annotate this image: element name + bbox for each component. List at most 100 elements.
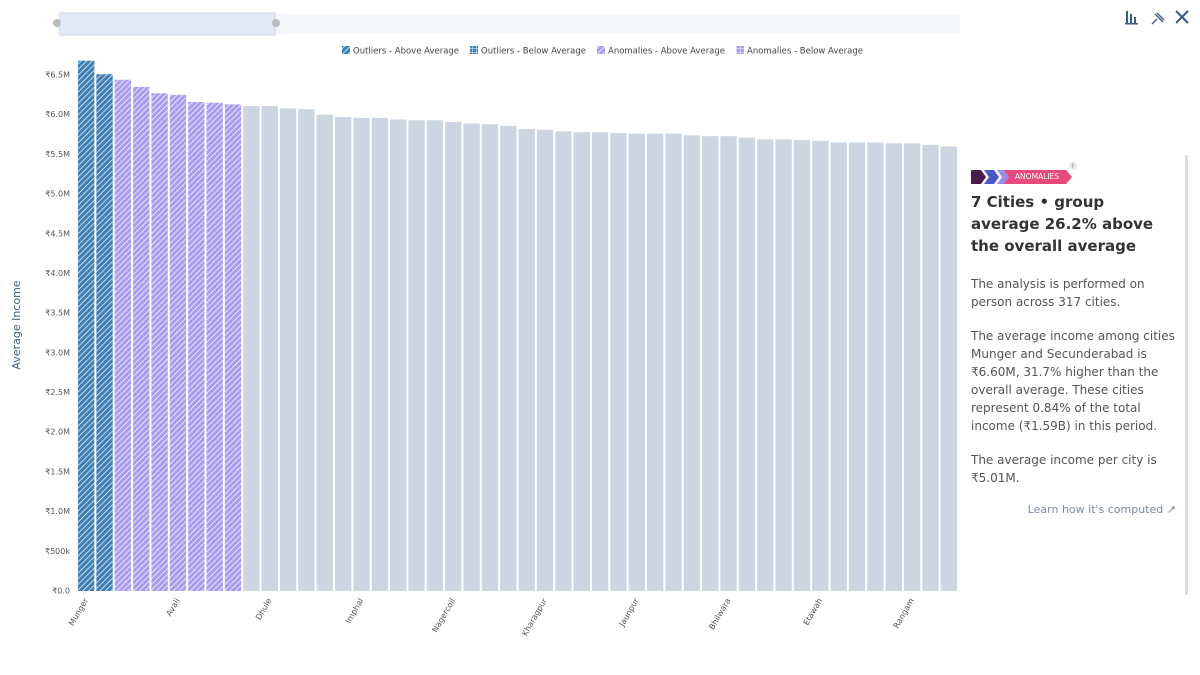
bar: [903, 143, 921, 592]
bar-hatch: [188, 101, 205, 591]
range-slider[interactable]: [53, 12, 960, 36]
panel-paragraph: The average income per city is ₹5.01M.: [971, 453, 1157, 485]
pin-icon[interactable]: [1151, 12, 1165, 25]
bar: [665, 133, 682, 591]
bar: [536, 129, 554, 591]
y-tick-label: ₹3.5M: [45, 309, 70, 318]
bar: [463, 123, 480, 591]
bar: [353, 117, 370, 592]
bar: [408, 120, 425, 591]
bar: [481, 124, 499, 592]
legend-label: Outliers - Above Average: [353, 47, 459, 57]
bar: [518, 128, 535, 591]
bar-hatch: [206, 102, 223, 592]
y-tick-label: ₹1.5M: [45, 467, 70, 476]
bar-hatch: [151, 93, 168, 592]
bar-hatch: [96, 74, 113, 591]
y-tick-label: ₹6.5M: [45, 71, 70, 80]
x-tick-label: Bhilwara: [707, 597, 732, 632]
legend-label: Anomalies - Below Average: [747, 47, 863, 57]
link-text[interactable]: Learn how it's computed: [1027, 503, 1164, 516]
y-tick-label: ₹4.5M: [45, 229, 70, 238]
legend-swatch-pattern: [736, 46, 745, 54]
insight-panel: 7 Cities • group average 26.2% above the…: [971, 165, 1176, 516]
bar: [646, 133, 664, 591]
legend-item[interactable]: Outliers - Above Average: [342, 46, 459, 57]
bar-hatch: [133, 86, 150, 592]
y-tick-label: ₹2.0M: [45, 428, 70, 437]
x-tick-label: Etawah: [802, 597, 825, 627]
x-tick-label: Jaunpur: [617, 596, 641, 629]
x-tick-label: Rangam: [892, 597, 916, 630]
x-tick-label: Dhule: [254, 597, 274, 622]
y-tick-label: ₹500k: [45, 547, 70, 556]
bar: [591, 132, 609, 591]
bar-hatch: [224, 104, 242, 591]
panel-scrollbar[interactable]: [1185, 155, 1188, 595]
bar: [610, 132, 627, 591]
badge-text: ANOMALIES: [1015, 172, 1059, 181]
bar: [573, 132, 590, 591]
bar: [500, 125, 517, 591]
y-tick-label: ₹6.0M: [45, 110, 70, 119]
chart-type-icon[interactable]: [1125, 11, 1138, 25]
y-tick-label: ₹5.0M: [45, 190, 70, 199]
bar: [940, 146, 957, 591]
bar: [922, 144, 939, 591]
bar: [279, 108, 297, 591]
bar: [628, 133, 645, 591]
legend-label: Outliers - Below Average: [481, 47, 586, 57]
legend-item[interactable]: Anomalies - Below Average: [736, 46, 863, 57]
x-tick-label: Kharagpur: [520, 596, 549, 637]
bar-hatch: [78, 60, 95, 592]
bar: [426, 120, 444, 591]
bar: [683, 135, 701, 591]
bar: [555, 131, 572, 591]
legend-item[interactable]: Anomalies - Above Average: [597, 46, 725, 57]
bar: [371, 117, 389, 592]
bar: [812, 140, 829, 592]
bar: [334, 117, 352, 591]
bar: [702, 136, 719, 591]
x-tick-label: Nagercoil: [430, 597, 457, 634]
badge: ANOMALIES i: [971, 162, 1077, 184]
bar: [867, 142, 884, 591]
x-tick-label: Avali: [165, 597, 182, 618]
learn-link[interactable]: Learn how it's computed ↗: [1027, 503, 1176, 516]
bar: [848, 142, 866, 591]
x-tick-label: Munger: [67, 596, 90, 627]
y-tick-label: ₹0.0: [52, 587, 70, 596]
info-icon[interactable]: i: [1072, 163, 1074, 170]
bar: [757, 139, 774, 591]
bar: [298, 109, 315, 592]
bar: [830, 142, 847, 591]
y-tick-label: ₹2.5M: [45, 388, 70, 397]
y-tick-label: ₹1.0M: [45, 507, 70, 516]
panel-paragraph: The analysis is performed on person acro…: [971, 277, 1145, 309]
bar: [243, 105, 260, 592]
bar: [445, 121, 462, 592]
y-tick-label: ₹4.0M: [45, 269, 70, 278]
legend-swatch-pattern: [597, 46, 605, 54]
bar: [316, 114, 333, 591]
bar-hatch: [169, 94, 187, 591]
panel-heading: 7 Cities • group average 26.2% above the…: [971, 193, 1154, 255]
x-tick-label: Imphal: [344, 597, 366, 625]
y-axis-title: Average Income: [10, 280, 23, 369]
bar: [793, 140, 811, 591]
y-tick-label: ₹3.0M: [45, 348, 70, 357]
bar: [390, 119, 407, 591]
y-tick-label: ₹5.5M: [45, 150, 70, 159]
legend-swatch-pattern: [342, 46, 350, 54]
bar: [261, 105, 278, 592]
bar-hatch: [114, 79, 132, 592]
legend-item[interactable]: Outliers - Below Average: [470, 46, 586, 57]
legend-label: Anomalies - Above Average: [608, 47, 725, 57]
legend-swatch-pattern: [470, 46, 479, 54]
bar: [775, 139, 792, 591]
bar: [885, 143, 902, 592]
bar: [738, 137, 756, 591]
bar: [720, 136, 737, 591]
close-icon[interactable]: [1175, 10, 1189, 24]
